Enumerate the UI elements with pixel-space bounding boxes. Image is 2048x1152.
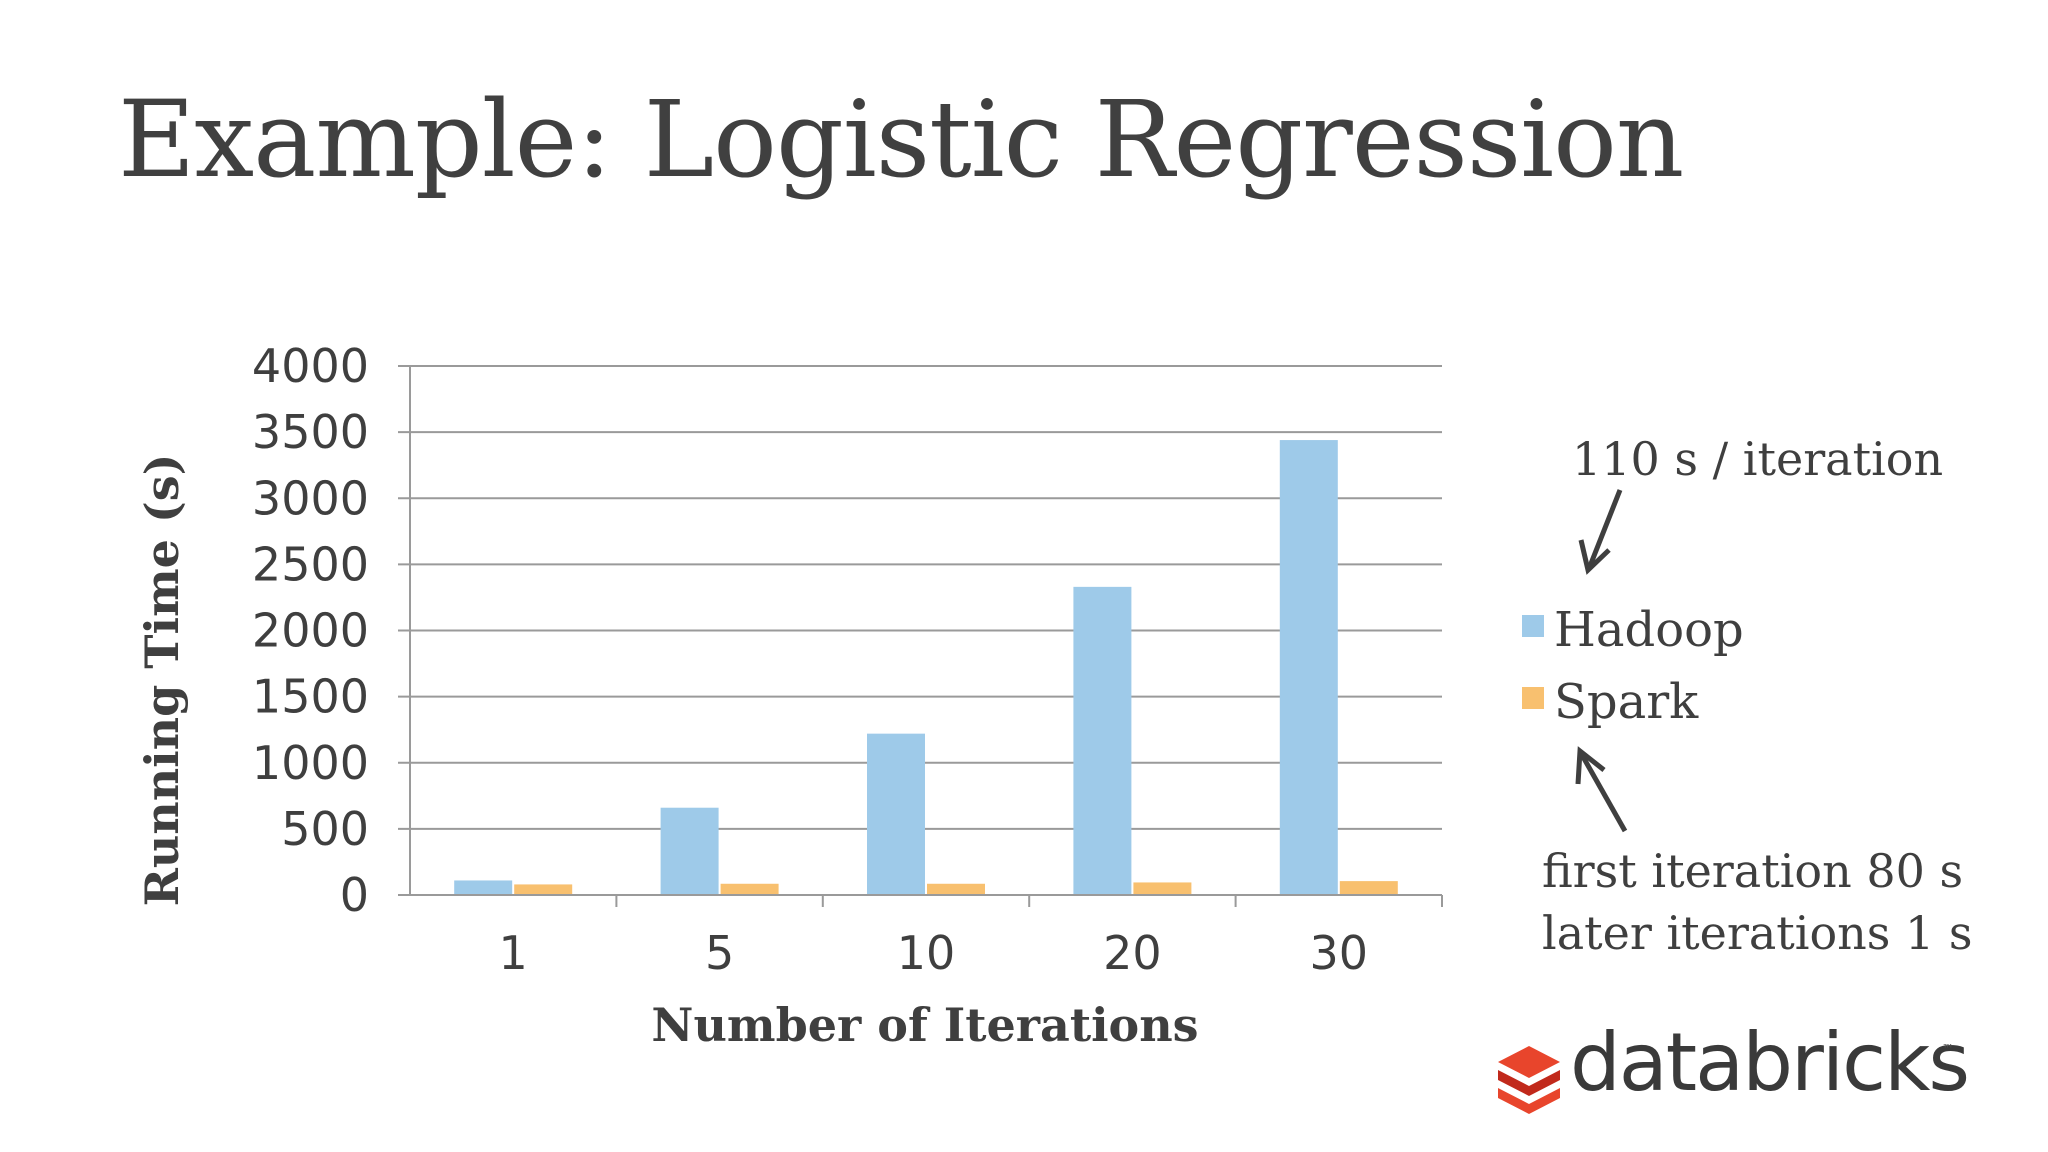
x-tick-label: 30 <box>1310 926 1369 980</box>
y-tick-label: 3500 <box>252 405 369 459</box>
legend: Hadoop Spark <box>1522 602 1744 730</box>
bar-spark-30 <box>1339 881 1398 895</box>
bar-spark-1 <box>514 884 573 895</box>
spark-annotation: first iteration 80 s later iterations 1 … <box>1542 840 1973 964</box>
spark-arrowhead <box>1575 746 1606 785</box>
bar-hadoop-30 <box>1279 440 1338 895</box>
x-tick-label: 1 <box>499 926 528 980</box>
hadoop-arrow <box>1587 489 1623 567</box>
logo-trademark: ™ <box>1942 1042 1954 1056</box>
bar-spark-5 <box>720 883 779 895</box>
hadoop-annotation: 110 s / iteration <box>1572 432 1944 486</box>
legend-swatch-hadoop <box>1522 615 1544 637</box>
tick-labels: 0 500 1000 1500 2000 2500 3000 3500 4000 1 5 10 20 30 <box>252 339 1368 980</box>
y-tick-label: 4000 <box>252 339 369 393</box>
y-tick-label: 500 <box>281 802 369 856</box>
y-tick-label: 2000 <box>252 604 369 658</box>
y-tick-label: 0 <box>340 868 369 922</box>
bar-spark-10 <box>927 883 985 895</box>
bar-hadoop-1 <box>454 880 513 895</box>
spark-annotation-line1: first iteration 80 s <box>1542 844 1964 898</box>
slide-title: Example: Logistic Regression <box>118 78 1684 201</box>
y-tick-label: 3000 <box>252 471 369 525</box>
bar-hadoop-5 <box>660 807 719 895</box>
bar-hadoop-20 <box>1073 586 1132 895</box>
legend-label-spark: Spark <box>1554 674 1699 730</box>
logo-wordmark: databricks <box>1570 1016 1970 1109</box>
spark-arrow <box>1579 753 1628 833</box>
annotation-arrows <box>1575 489 1628 833</box>
y-axis-title: Running Time (s) <box>135 454 189 907</box>
legend-label-hadoop: Hadoop <box>1554 602 1744 658</box>
axes <box>398 366 1443 907</box>
legend-swatch-spark <box>1522 687 1544 709</box>
x-axis-title: Number of Iterations <box>651 998 1198 1052</box>
y-tick-label: 2500 <box>252 537 369 591</box>
bars <box>454 440 1398 895</box>
databricks-logo-icon <box>1498 1046 1560 1114</box>
x-tick-label: 5 <box>705 926 734 980</box>
bar-hadoop-10 <box>867 733 925 895</box>
y-tick-label: 1500 <box>252 670 369 724</box>
x-tick-label: 10 <box>897 926 956 980</box>
y-tick-label: 1000 <box>252 736 369 790</box>
x-tick-label: 20 <box>1103 926 1162 980</box>
hadoop-arrowhead <box>1578 539 1611 575</box>
databricks-logo: databricks ™ <box>1494 1016 1974 1130</box>
bar-spark-20 <box>1133 882 1192 895</box>
spark-annotation-line2: later iterations 1 s <box>1542 906 1973 960</box>
